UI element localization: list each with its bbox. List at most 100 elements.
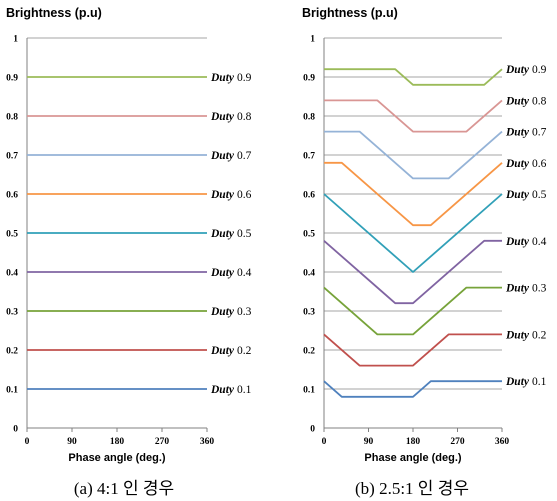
- series-label: Duty 0.2: [505, 329, 547, 341]
- x-axis-title: Phase angle (deg.): [364, 452, 462, 464]
- y-tick-label: 0.2: [6, 347, 18, 357]
- series-line-duty-0-9: [324, 68, 503, 86]
- series-label: Duty 0.3: [210, 306, 252, 318]
- x-tick-label: 90: [67, 437, 77, 447]
- series-label-duty: Duty: [210, 228, 235, 240]
- x-tick-label: 270: [450, 437, 465, 447]
- series-label: Duty 0.1: [505, 376, 547, 388]
- series-line-duty-0-2: [323, 333, 502, 367]
- series-label: Duty 0.7: [210, 150, 252, 162]
- series-label-value: 0.6: [532, 158, 547, 170]
- x-tick-label: 0: [25, 437, 30, 447]
- series-label-duty: Duty: [505, 127, 530, 139]
- y-axis-title: Brightness (p.u): [6, 6, 102, 20]
- series-label-duty: Duty: [210, 306, 235, 318]
- series-label-duty: Duty: [505, 376, 530, 388]
- series-label-duty: Duty: [505, 95, 530, 107]
- series-label-value: 0.9: [532, 64, 547, 76]
- x-tick-label: 270: [155, 437, 170, 447]
- series-line-duty-0-8: [324, 99, 503, 133]
- series-label-duty: Duty: [505, 236, 530, 248]
- y-tick-label: 0.8: [303, 113, 315, 123]
- y-tick-label: 0: [310, 425, 315, 435]
- series-label-duty: Duty: [210, 111, 235, 123]
- series-label-value: 0.1: [237, 384, 252, 396]
- series-label-duty: Duty: [505, 64, 530, 76]
- series-line-duty-0-6: [324, 161, 503, 227]
- y-tick-label: 0.7: [303, 152, 315, 162]
- series-label-value: 0.1: [532, 376, 547, 388]
- series-line-duty-0-4: [323, 239, 502, 305]
- y-tick-label: 1: [13, 35, 18, 45]
- series-label-value: 0.2: [237, 345, 252, 357]
- figure-caption: (a) 4:1 인 경우: [74, 479, 174, 498]
- series-label-value: 0.5: [532, 189, 547, 201]
- y-axis-title: Brightness (p.u): [302, 6, 398, 20]
- series-label: Duty 0.9: [505, 64, 547, 76]
- series-label: Duty 0.6: [505, 158, 547, 170]
- series-label: Duty 0.7: [505, 127, 547, 139]
- series-label: Duty 0.4: [505, 236, 547, 248]
- series-line-duty-0-7: [324, 130, 503, 180]
- y-tick-label: 0.6: [303, 191, 315, 201]
- x-tick-label: 0: [322, 437, 327, 447]
- y-tick-label: 0.5: [6, 230, 18, 240]
- series-label-value: 0.7: [532, 127, 547, 139]
- y-tick-label: 0.8: [6, 113, 18, 123]
- y-tick-label: 0.9: [6, 74, 18, 84]
- y-tick-label: 0.5: [303, 230, 315, 240]
- series-label-duty: Duty: [505, 329, 530, 341]
- series-label-duty: Duty: [505, 158, 530, 170]
- series-label-value: 0.7: [237, 150, 252, 162]
- series-label: Duty 0.6: [210, 189, 252, 201]
- series-label-value: 0.6: [237, 189, 252, 201]
- series-label-duty: Duty: [210, 189, 235, 201]
- series-label-value: 0.5: [237, 228, 252, 240]
- series-label: Duty 0.9: [210, 72, 252, 84]
- y-tick-label: 0.3: [6, 308, 18, 318]
- y-tick-label: 0.4: [6, 269, 18, 279]
- series-label-value: 0.4: [532, 236, 547, 248]
- series-label: Duty 0.5: [505, 189, 547, 201]
- series-line-duty-0-5: [323, 193, 503, 273]
- y-tick-label: 0.7: [6, 152, 18, 162]
- series-label-duty: Duty: [210, 72, 235, 84]
- figure-caption: (b) 2.5:1 인 경우: [355, 479, 469, 498]
- y-tick-label: 0.1: [303, 386, 315, 396]
- series-label: Duty 0.4: [210, 267, 252, 279]
- series-label-duty: Duty: [210, 345, 235, 357]
- y-tick-label: 0.3: [303, 308, 315, 318]
- series-line-duty-0-3: [323, 286, 502, 336]
- chart-panel-b: Brightness (p.u) 0 0.1 0.2 0.3 0.4 0.5 0.6 0.7 0.…: [302, 6, 547, 498]
- y-tick-label: 0.1: [6, 386, 18, 396]
- y-tick-label: 0.9: [303, 74, 315, 84]
- series-label: Duty 0.8: [210, 111, 252, 123]
- chart-panel-a: Brightness (p.u) 0 0.1 0.2 0.3 0.4 0.5 0.6 0.7 0.…: [6, 6, 252, 498]
- series-label-duty: Duty: [210, 150, 235, 162]
- y-tick-label: 0.2: [303, 347, 315, 357]
- series-label-value: 0.3: [237, 306, 252, 318]
- x-tick-label: 360: [200, 437, 215, 447]
- series-label: Duty 0.3: [505, 283, 547, 295]
- series-label-value: 0.3: [532, 283, 547, 295]
- y-tick-label: 0.4: [303, 269, 315, 279]
- series-label: Duty 0.2: [210, 345, 252, 357]
- y-tick-label: 1: [310, 35, 315, 45]
- x-tick-label: 360: [495, 437, 510, 447]
- y-tick-label: 0.6: [6, 191, 18, 201]
- series-label-duty: Duty: [505, 189, 530, 201]
- series-label: Duty 0.5: [210, 228, 252, 240]
- x-axis-title: Phase angle (deg.): [68, 452, 166, 464]
- series-label-duty: Duty: [505, 283, 530, 295]
- x-tick-label: 90: [364, 437, 374, 447]
- x-tick-label: 180: [110, 437, 125, 447]
- series-label-duty: Duty: [210, 267, 235, 279]
- series-label-duty: Duty: [210, 384, 235, 396]
- series-label-value: 0.9: [237, 72, 252, 84]
- series-line-duty-0-1: [323, 380, 502, 398]
- series-label-value: 0.2: [532, 329, 547, 341]
- series-label-value: 0.8: [532, 95, 547, 107]
- x-tick-label: 180: [406, 437, 421, 447]
- series-label-value: 0.4: [237, 267, 252, 279]
